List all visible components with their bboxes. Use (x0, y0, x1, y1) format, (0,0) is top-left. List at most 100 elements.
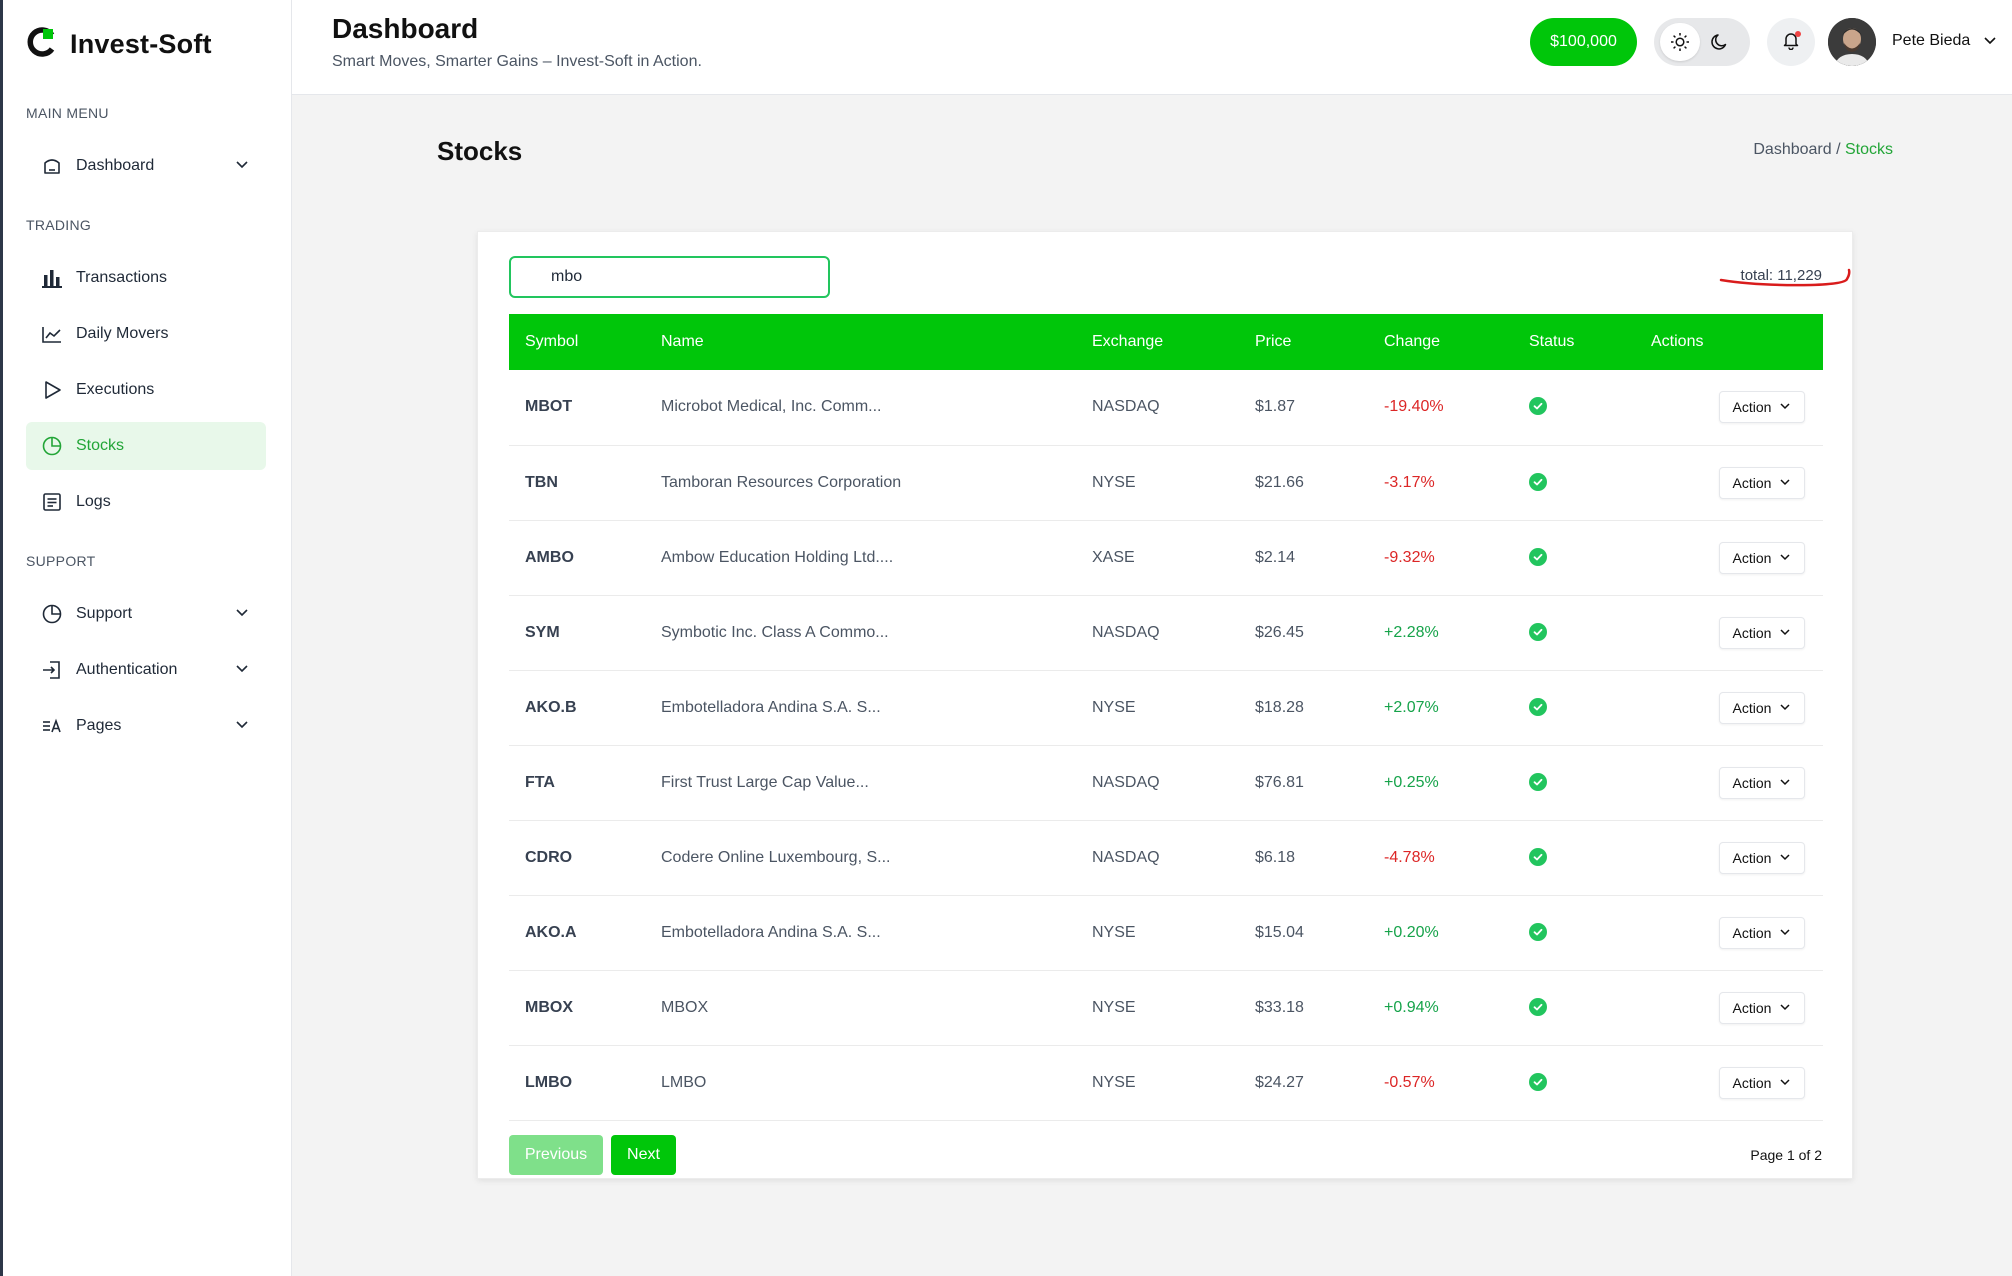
action-dropdown-button[interactable]: Action (1719, 466, 1805, 499)
sidebar-item-authentication[interactable]: Authentication (26, 646, 266, 694)
sidebar-item-label: Executions (76, 381, 155, 398)
table-row[interactable]: AKO.A Embotelladora Andina S.A. S... NYSE $… (509, 895, 1823, 970)
sidebar-item-executions[interactable]: Executions (26, 366, 266, 414)
action-label: Action (1732, 399, 1772, 416)
action-dropdown-button[interactable]: Action (1719, 766, 1805, 799)
table-row[interactable]: TBN Tamboran Resources Corporation NYSE $21… (509, 445, 1823, 520)
cell-actions: Action (1635, 370, 1823, 445)
cell-change: +0.94% (1384, 998, 1439, 1016)
total-count: total: 11,229 (1740, 267, 1822, 284)
breadcrumb-parent[interactable]: Dashboard / (1753, 141, 1841, 158)
cell-price: $6.18 (1255, 848, 1296, 866)
balance-badge[interactable]: $100,000 (1530, 18, 1637, 66)
cell-price: $76.81 (1255, 773, 1304, 791)
table-row[interactable]: AMBO Ambow Education Holding Ltd.... XASE $… (509, 520, 1823, 595)
breadcrumb: Dashboard / Stocks (1753, 141, 1893, 159)
cell-change: -3.17% (1384, 473, 1435, 491)
cell-symbol: MBOX (525, 998, 573, 1016)
trend-icon (40, 322, 64, 346)
chevron-down-icon (234, 156, 250, 177)
chevron-down-icon[interactable] (1982, 32, 1998, 53)
previous-button[interactable]: Previous (509, 1135, 603, 1175)
chevron-down-icon (234, 716, 250, 737)
avatar[interactable] (1828, 18, 1876, 66)
next-button[interactable]: Next (611, 1135, 676, 1175)
section-label-main-menu: MAIN MENU (26, 105, 109, 121)
search-input[interactable] (509, 256, 830, 298)
theme-toggle[interactable] (1654, 18, 1750, 66)
action-dropdown-button[interactable]: Action (1719, 841, 1805, 874)
column-header[interactable]: Status (1529, 333, 1575, 350)
sidebar-item-label: Pages (76, 717, 122, 734)
page-info: Page 1 of 2 (1750, 1147, 1822, 1163)
top-header: Dashboard Smart Moves, Smarter Gains – I… (292, 0, 2012, 95)
table-body: MBOT Microbot Medical, Inc. Comm... NASDAQ… (509, 370, 1823, 1120)
sidebar-item-stocks[interactable]: Stocks (26, 422, 266, 470)
app-logo[interactable]: Invest-Soft (26, 26, 212, 63)
check-circle-icon (1529, 697, 1547, 716)
cell-actions: Action (1635, 895, 1823, 970)
column-header[interactable]: Name (661, 333, 704, 350)
action-dropdown-button[interactable]: Action (1719, 541, 1805, 574)
table-row[interactable]: SYM Symbotic Inc. Class A Commo... NASDAQ $… (509, 595, 1823, 670)
action-dropdown-button[interactable]: Action (1719, 616, 1805, 649)
chevron-down-icon (1779, 700, 1791, 716)
column-header[interactable]: Change (1384, 333, 1441, 350)
sidebar-item-label: Stocks (76, 437, 125, 454)
chevron-down-icon (1779, 625, 1791, 641)
sidebar-item-support[interactable]: Support (26, 590, 266, 638)
table-row[interactable]: MBOT Microbot Medical, Inc. Comm... NASDAQ… (509, 370, 1823, 445)
moon-icon[interactable] (1700, 23, 1740, 61)
stocks-card: total: 11,229 Symbol Name Exchange Price… (477, 231, 1853, 1179)
cell-status (1513, 445, 1635, 520)
list-icon (40, 490, 64, 514)
header-title: Dashboard (332, 13, 479, 44)
table-row[interactable]: CDRO Codere Online Luxembourg, S... NASDAQ… (509, 820, 1823, 895)
cell-symbol: CDRO (525, 848, 573, 866)
sidebar-item-transactions[interactable]: Transactions (26, 254, 266, 302)
cell-symbol: AKO.A (525, 923, 577, 941)
table-row[interactable]: FTA First Trust Large Cap Value... NASDAQ $… (509, 745, 1823, 820)
cell-actions: Action (1635, 445, 1823, 520)
notification-dot (1795, 31, 1801, 37)
check-circle-icon (1529, 472, 1547, 491)
chevron-down-icon (1779, 1000, 1791, 1016)
check-circle-icon (1529, 1072, 1547, 1091)
action-dropdown-button[interactable]: Action (1719, 1066, 1805, 1099)
user-name[interactable]: Pete Bieda (1892, 32, 1971, 49)
section-label-support: SUPPORT (26, 553, 96, 569)
column-header[interactable]: Exchange (1092, 333, 1164, 350)
column-header[interactable]: Symbol (525, 333, 579, 350)
sidebar-item-dashboard[interactable]: Dashboard (26, 142, 266, 190)
action-dropdown-button[interactable]: Action (1719, 691, 1805, 724)
table-row[interactable]: MBOX MBOX NYSE $33.18 +0.94% Action (509, 970, 1823, 1045)
sidebar-item-daily-movers[interactable]: Daily Movers (26, 310, 266, 358)
notifications-button[interactable] (1767, 18, 1815, 66)
cell-price: $1.87 (1255, 398, 1296, 416)
translate-icon (40, 714, 64, 738)
cell-actions: Action (1635, 970, 1823, 1045)
chevron-down-icon (1779, 925, 1791, 941)
chevron-down-icon (1779, 850, 1791, 866)
action-label: Action (1732, 774, 1772, 791)
section-label-trading: TRADING (26, 217, 92, 233)
cell-exchange: NASDAQ (1092, 848, 1160, 866)
sun-icon[interactable] (1660, 23, 1700, 61)
action-dropdown-button[interactable]: Action (1719, 916, 1805, 949)
action-dropdown-button[interactable]: Action (1719, 391, 1805, 424)
cell-price: $24.27 (1255, 1073, 1304, 1091)
table-row[interactable]: LMBO LMBO NYSE $24.27 -0.57% Action (509, 1045, 1823, 1120)
sidebar-item-logs[interactable]: Logs (26, 478, 266, 526)
table-row[interactable]: AKO.B Embotelladora Andina S.A. S... NYSE $… (509, 670, 1823, 745)
cell-status (1513, 520, 1635, 595)
column-header[interactable]: Price (1255, 333, 1292, 350)
app-name: Invest-Soft (70, 29, 212, 59)
cell-exchange: NYSE (1092, 698, 1136, 716)
cell-status (1513, 370, 1635, 445)
chevron-down-icon (1779, 550, 1791, 566)
cell-exchange: NYSE (1092, 998, 1136, 1016)
cell-change: +2.28% (1384, 623, 1439, 641)
cell-price: $2.14 (1255, 548, 1296, 566)
sidebar-item-pages[interactable]: Pages (26, 702, 266, 750)
action-dropdown-button[interactable]: Action (1719, 991, 1805, 1024)
